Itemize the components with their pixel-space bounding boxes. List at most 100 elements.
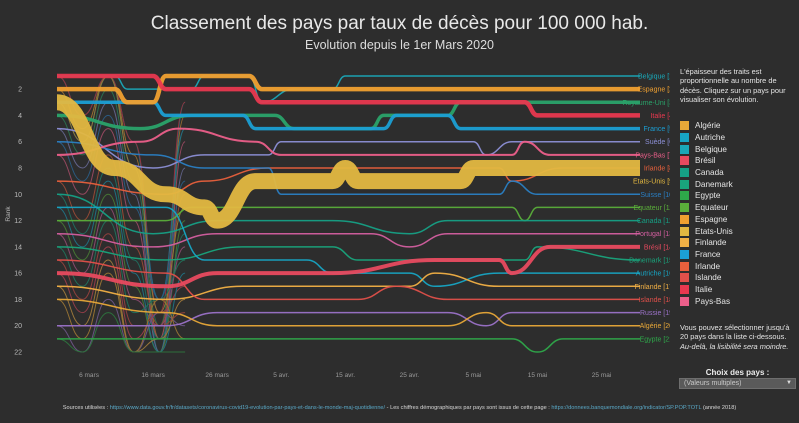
x-tick-label: 26 mars <box>205 372 229 379</box>
series-line-italie[interactable] <box>57 73 640 118</box>
legend-label: Egypte <box>695 191 721 201</box>
end-label: Belgique [1] <box>638 74 670 81</box>
legend-item[interactable]: Islande <box>680 272 795 284</box>
legend-swatch <box>680 168 689 178</box>
sources-suffix: (année 2018) <box>702 405 737 411</box>
legend-swatch <box>680 296 689 306</box>
source-link-data[interactable]: https://www.data.gouv.fr/fr/datasets/cor… <box>109 405 386 411</box>
rank-chart[interactable]: Rank 2 4 6 8 10 12 14 16 18 20 22 6 mars 16 mars 26 ma… <box>0 0 670 400</box>
sources-footer: Sources utilisées : https://www.data.gou… <box>0 405 799 411</box>
series-line-pays-bas[interactable] <box>56 127 640 156</box>
x-tick-label: 25 avr. <box>400 372 420 379</box>
legend-item[interactable]: Autriche <box>680 132 795 144</box>
series-line-russie[interactable] <box>57 311 640 327</box>
legend-label: Pays-Bas <box>695 296 731 306</box>
legend-item[interactable]: Danemark <box>680 178 795 190</box>
y-tick-label: 16 <box>14 271 22 278</box>
series-line-equateur[interactable] <box>57 206 640 222</box>
legend-item[interactable]: Italie <box>680 284 795 296</box>
country-select-value: (Valeurs multiples) <box>684 380 742 387</box>
legend-item[interactable]: Belgique <box>680 143 795 155</box>
choose-countries-label: Choix des pays : <box>705 368 770 377</box>
legend-label: Equateur <box>695 203 729 213</box>
end-label: Danemark [15] <box>629 258 670 265</box>
legend: Algérie Autriche Belgique Brésil Canada Danem… <box>680 120 795 307</box>
x-tick-label: 16 mars <box>141 372 165 379</box>
legend-label: Irlande <box>695 261 721 271</box>
tangle-line <box>56 312 186 353</box>
end-label: Brésil [14] <box>644 244 670 251</box>
series-line-portugal[interactable] <box>56 232 640 248</box>
end-label: Autriche [16] <box>636 271 670 278</box>
x-tick-label: 5 mai <box>465 372 481 379</box>
series-line-brésil[interactable] <box>56 244 640 289</box>
sources-prefix: Sources utilisées : <box>62 405 109 411</box>
legend-item[interactable]: Algérie <box>680 120 795 132</box>
y-tick-label: 8 <box>18 166 22 173</box>
sources-middle: - Les chiffres démographiques par pays s… <box>385 405 550 411</box>
end-label: Etats-Unis [9] <box>633 179 670 186</box>
legend-label: Islande <box>695 273 722 283</box>
series-line-espagne[interactable] <box>57 73 640 105</box>
end-label: Canada [12] <box>637 218 670 225</box>
end-label: Algérie [20] <box>640 323 670 330</box>
end-label: Islande [18] <box>639 297 670 304</box>
tangle-line <box>56 167 186 340</box>
end-label: Finlande [17] <box>635 284 670 291</box>
legend-label: Espagne <box>695 214 728 224</box>
end-label: Russie [19] <box>640 310 670 317</box>
legend-swatch <box>680 226 689 236</box>
legend-item[interactable]: Espagne <box>680 214 795 226</box>
chart-title: Classement des pays par taux de décès po… <box>150 13 649 34</box>
x-tick-label: 5 avr. <box>273 372 289 379</box>
select-note: Vous pouvez sélectionner jusqu'à 20 pays… <box>680 323 795 351</box>
legend-item[interactable]: Brésil <box>680 155 795 167</box>
x-tick-label: 25 mai <box>592 372 612 379</box>
tangle-line <box>56 193 186 353</box>
legend-item[interactable]: Etats-Unis <box>680 225 795 237</box>
legend-item[interactable]: Egypte <box>680 190 795 202</box>
legend-label: Finlande <box>695 238 727 248</box>
legend-swatch <box>680 249 689 259</box>
y-tick-label: 22 <box>14 350 22 357</box>
legend-item[interactable]: Equateur <box>680 202 795 214</box>
legend-swatch <box>680 273 689 283</box>
legend-item[interactable]: France <box>680 249 795 261</box>
chart-subtitle: Evolution depuis le 1er Mars 2020 <box>304 38 494 52</box>
y-tick-label: 10 <box>14 192 22 199</box>
x-tick-label: 15 avr. <box>336 372 356 379</box>
legend-item[interactable]: Pays-Bas <box>680 295 795 307</box>
country-select[interactable]: (Valeurs multiples) ▼ <box>679 378 796 389</box>
end-label: Espagne [2] <box>638 87 670 94</box>
y-tick-label: 20 <box>14 323 22 330</box>
legend-item[interactable]: Irlande <box>680 260 795 272</box>
legend-item[interactable]: Canada <box>680 167 795 179</box>
series-line-irlande[interactable] <box>56 167 640 196</box>
series-line-islande[interactable] <box>56 259 640 301</box>
chevron-down-icon[interactable]: ▼ <box>786 380 792 386</box>
series-line-algérie[interactable] <box>56 298 640 327</box>
y-tick-label: 14 <box>14 244 22 251</box>
legend-swatch <box>680 203 689 213</box>
legend-swatch <box>680 191 689 201</box>
end-label: France [5] <box>643 126 670 133</box>
legend-swatch <box>680 144 689 154</box>
end-label: Portugal [13] <box>635 231 670 238</box>
y-tick-label: 6 <box>18 139 22 146</box>
x-tick-label: 6 mars <box>79 372 100 379</box>
series-line-finlande[interactable] <box>56 272 640 301</box>
legend-label: Brésil <box>695 156 716 166</box>
series-line-etats-unis[interactable] <box>55 94 640 229</box>
series-line-egypte[interactable] <box>57 338 640 353</box>
series-line-france[interactable] <box>57 100 640 131</box>
source-link-population[interactable]: https://donnees.banquemondiale.org/indic… <box>551 405 702 411</box>
legend-swatch <box>680 156 689 166</box>
legend-label: Etats-Unis <box>695 226 733 236</box>
select-note-text: Vous pouvez sélectionner jusqu'à 20 pays… <box>680 323 790 342</box>
end-label: Suisse [10] <box>640 192 670 199</box>
legend-label: Belgique <box>695 144 727 154</box>
end-label: Irlande [8] <box>644 166 670 173</box>
legend-item[interactable]: Finlande <box>680 237 795 249</box>
legend-label: Autriche <box>695 133 726 143</box>
y-axis-title: Rank <box>5 206 12 222</box>
